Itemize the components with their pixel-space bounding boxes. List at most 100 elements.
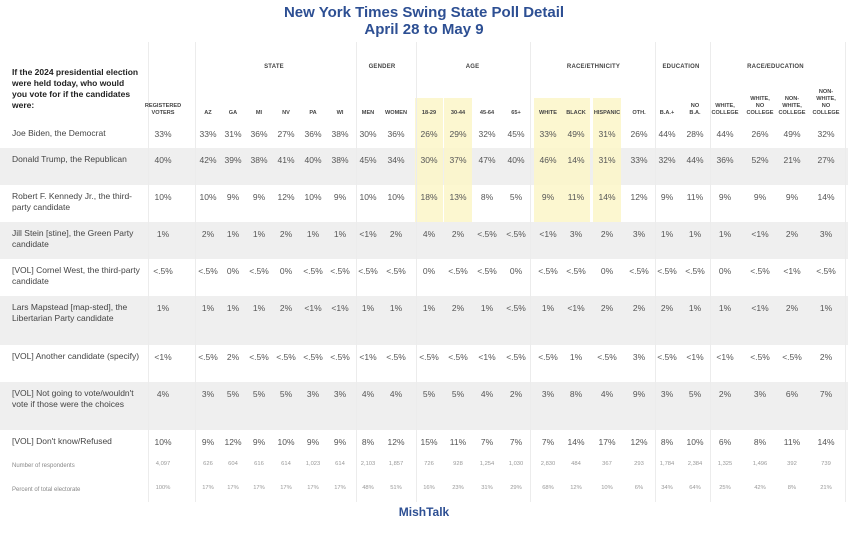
row-band xyxy=(0,296,848,345)
table-cell: 3% xyxy=(569,229,583,239)
column-divider xyxy=(416,42,417,502)
respondents-cell: 1,325 xyxy=(717,461,733,467)
table-cell: 4% xyxy=(480,389,494,399)
table-cell: 1% xyxy=(422,303,436,313)
row-label: [VOL] Don't know/Refused xyxy=(12,436,112,446)
table-cell: 9% xyxy=(306,437,320,447)
column-header: 45-64 xyxy=(479,110,495,116)
table-cell: 14% xyxy=(567,155,585,165)
table-cell: 41% xyxy=(277,155,295,165)
electorate-cell: 17% xyxy=(253,485,265,491)
table-cell: 12% xyxy=(387,437,405,447)
table-cell: 13% xyxy=(449,192,467,202)
table-cell: 2% xyxy=(660,303,674,313)
highlight-cell xyxy=(562,98,590,222)
table-cell: 14% xyxy=(817,192,835,202)
table-cell: 1% xyxy=(201,303,215,313)
row-label: Donald Trump, the Republican xyxy=(12,154,127,164)
electorate-cell: 31% xyxy=(481,485,493,491)
table-cell: <1% xyxy=(154,352,172,362)
respondents-cell: 604 xyxy=(228,461,238,467)
table-cell: <.5% xyxy=(358,266,378,276)
column-divider xyxy=(710,42,711,502)
table-cell: 1% xyxy=(389,303,403,313)
table-cell: <.5% xyxy=(629,266,649,276)
table-cell: 3% xyxy=(660,389,674,399)
table-cell: 1% xyxy=(252,303,266,313)
question-text: If the 2024 presidential election were h… xyxy=(12,67,139,110)
table-cell: 8% xyxy=(753,437,767,447)
table-cell: 7% xyxy=(480,437,494,447)
column-header: AZ xyxy=(204,110,212,116)
table-cell: 12% xyxy=(630,192,648,202)
respondents-label: Number of respondents xyxy=(12,463,75,469)
table-cell: <.5% xyxy=(386,266,406,276)
table-cell: 10% xyxy=(277,437,295,447)
table-cell: 10% xyxy=(304,192,322,202)
table-cell: 11% xyxy=(783,437,801,447)
table-cell: 45% xyxy=(507,129,525,139)
electorate-label: Percent of total electorate xyxy=(12,487,81,493)
table-cell: <.5% xyxy=(249,266,269,276)
row-label: Joe Biden, the Democrat xyxy=(12,128,106,138)
table-cell: 1% xyxy=(718,303,732,313)
respondents-cell: 726 xyxy=(424,461,434,467)
table-cell: 6% xyxy=(718,437,732,447)
table-cell: 2% xyxy=(279,303,293,313)
electorate-cell: 25% xyxy=(719,485,731,491)
table-cell: <1% xyxy=(751,303,769,313)
table-cell: 2% xyxy=(509,389,523,399)
table-cell: 31% xyxy=(224,129,242,139)
column-header: NON- WHITE, NO COLLEGE xyxy=(812,89,840,116)
electorate-cell: 51% xyxy=(390,485,402,491)
table-cell: 12% xyxy=(224,437,242,447)
table-cell: <.5% xyxy=(816,266,836,276)
table-cell: 9% xyxy=(226,192,240,202)
table-cell: 3% xyxy=(333,389,347,399)
respondents-cell: 1,023 xyxy=(305,461,321,467)
table-cell: 40% xyxy=(154,155,172,165)
table-cell: 5% xyxy=(252,389,266,399)
table-cell: 4% xyxy=(389,389,403,399)
table-cell: 8% xyxy=(569,389,583,399)
table-cell: 1% xyxy=(361,303,375,313)
table-cell: 32% xyxy=(658,155,676,165)
group-header: GENDER xyxy=(368,64,396,70)
electorate-cell: 29% xyxy=(510,485,522,491)
highlight-cell xyxy=(415,98,443,222)
table-cell: 9% xyxy=(252,437,266,447)
table-cell: <.5% xyxy=(303,266,323,276)
respondents-cell: 616 xyxy=(254,461,264,467)
electorate-cell: 6% xyxy=(634,485,644,491)
column-header: 18-29 xyxy=(421,110,437,116)
table-cell: 1% xyxy=(718,229,732,239)
table-cell: 33% xyxy=(154,129,172,139)
table-cell: 29% xyxy=(449,129,467,139)
table-cell: <1% xyxy=(359,352,377,362)
table-cell: 1% xyxy=(333,229,347,239)
table-cell: 1% xyxy=(688,229,702,239)
column-header: MEN xyxy=(361,110,375,116)
table-cell: 0% xyxy=(279,266,293,276)
table-cell: <.5% xyxy=(750,266,770,276)
table-cell: 11% xyxy=(567,192,585,202)
column-header: MI xyxy=(255,110,263,116)
table-cell: <.5% xyxy=(538,352,558,362)
table-cell: 2% xyxy=(785,229,799,239)
table-cell: 40% xyxy=(304,155,322,165)
table-cell: 2% xyxy=(819,352,833,362)
table-cell: <.5% xyxy=(597,352,617,362)
title-line-1: New York Times Swing State Poll Detail xyxy=(283,4,565,21)
table-cell: 2% xyxy=(389,229,403,239)
electorate-cell: 17% xyxy=(334,485,346,491)
table-cell: 6% xyxy=(785,389,799,399)
table-cell: 36% xyxy=(250,129,268,139)
table-cell: 1% xyxy=(819,303,833,313)
table-cell: <.5% xyxy=(419,352,439,362)
table-cell: 11% xyxy=(686,192,704,202)
table-cell: 1% xyxy=(226,229,240,239)
table-cell: 18% xyxy=(420,192,438,202)
table-cell: 14% xyxy=(817,437,835,447)
table-cell: <.5% xyxy=(386,352,406,362)
table-cell: <.5% xyxy=(685,266,705,276)
